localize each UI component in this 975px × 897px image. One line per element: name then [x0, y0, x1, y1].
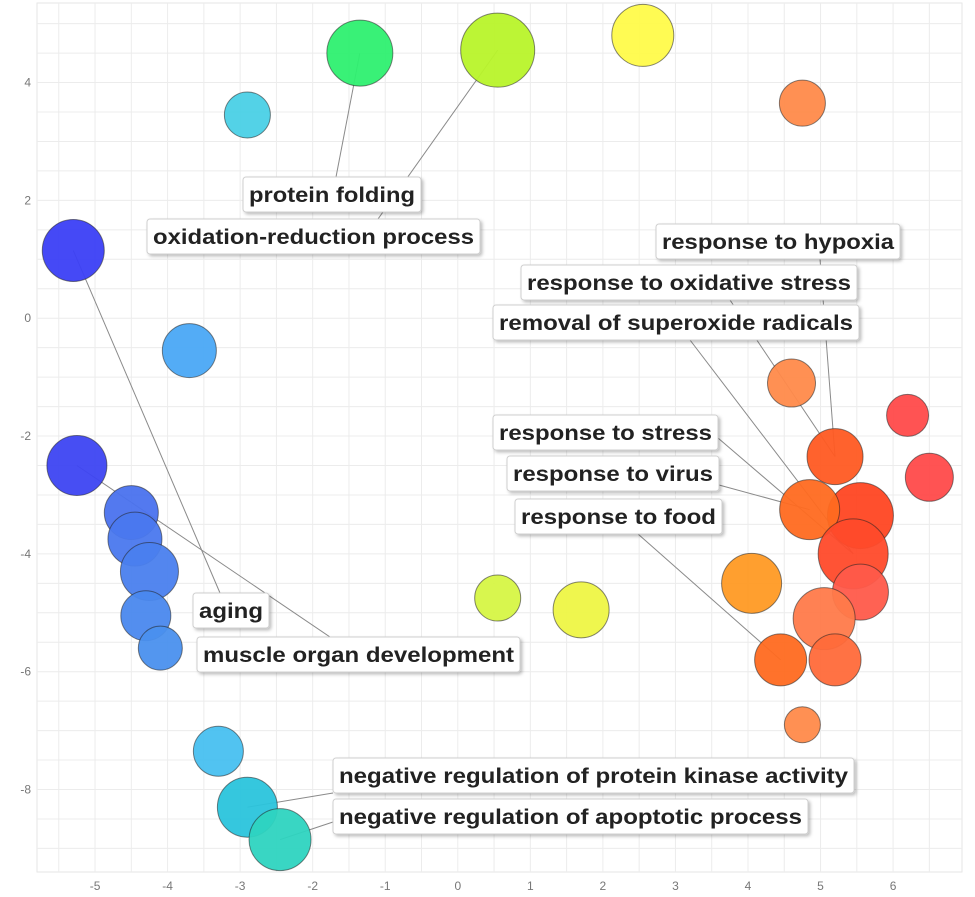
y-tick-label: -4 [20, 547, 31, 561]
annotation-label: protein folding [242, 176, 422, 213]
annotation-label-box [146, 218, 481, 255]
annotation-label-box [242, 176, 422, 213]
bubble [779, 479, 841, 541]
bubble [808, 633, 862, 687]
annotation-label: response to oxidative stress [520, 264, 858, 301]
annotation-label-box [492, 304, 860, 341]
annotation-label-text: response to virus [513, 463, 713, 486]
bubble [248, 808, 312, 872]
annotation-label-text: aging [199, 600, 263, 623]
annotation-label-text: muscle organ development [203, 644, 514, 667]
leader-line [637, 533, 781, 661]
x-tick-label: 2 [600, 879, 607, 893]
annotation-label-box [514, 498, 723, 535]
bubble [46, 434, 108, 496]
bubble [754, 633, 808, 687]
annotation-label-text: removal of superoxide radicals [499, 312, 853, 335]
annotation-label-box [192, 592, 270, 629]
bubble [886, 393, 930, 437]
bubble [721, 552, 783, 614]
annotation-label: response to hypoxia [655, 223, 901, 260]
annotation-label-text: response to food [521, 506, 716, 529]
x-tick-label: -2 [307, 879, 318, 893]
annotation-label-text: response to oxidative stress [527, 272, 851, 295]
bubble [161, 323, 217, 379]
annotation-label-box [332, 798, 809, 835]
bubble [783, 706, 821, 744]
y-tick-label: 0 [24, 311, 31, 325]
annotation-label-text: response to hypoxia [662, 231, 894, 254]
y-tick-label: 2 [24, 193, 31, 207]
annotation-label: negative regulation of apoptotic process [332, 798, 809, 835]
annotation-label: muscle organ development [196, 636, 521, 673]
annotation-label: response to food [514, 498, 723, 535]
bubble [223, 91, 271, 139]
x-tick-label: 3 [672, 879, 679, 893]
annotation-label: response to virus [506, 455, 720, 492]
x-tick-label: -5 [90, 879, 101, 893]
annotation-label-box [520, 264, 858, 301]
annotation-label: aging [192, 592, 270, 629]
annotation-label: negative regulation of protein kinase ac… [332, 757, 855, 794]
annotation-label-box [332, 757, 855, 794]
x-tick-label: 0 [454, 879, 461, 893]
annotation-label-text: negative regulation of apoptotic process [339, 806, 802, 829]
bubble [460, 12, 536, 88]
bubble [552, 581, 610, 639]
bubble [474, 574, 522, 622]
annotation-label: removal of superoxide radicals [492, 304, 860, 341]
bubble [767, 358, 817, 408]
annotation-label-box [492, 414, 719, 451]
bubble [904, 452, 954, 502]
annotation-label: response to stress [492, 414, 719, 451]
x-tick-label: 6 [890, 879, 897, 893]
annotation-label-box [506, 455, 720, 492]
bubble [778, 79, 826, 127]
y-tick-label: -2 [20, 429, 31, 443]
annotation-label-box [655, 223, 901, 260]
annotation-labels: protein folding oxidation-reduction proce… [146, 176, 901, 835]
y-tick-label: -8 [20, 783, 31, 797]
x-tick-label: -3 [235, 879, 246, 893]
annotation-label-text: response to stress [499, 422, 712, 445]
bubble [41, 218, 105, 282]
bubbles [41, 3, 954, 872]
x-tick-label: 1 [527, 879, 534, 893]
bubble [806, 428, 864, 486]
x-tick-label: -1 [380, 879, 391, 893]
annotation-label-box [196, 636, 521, 673]
bubble [611, 3, 675, 67]
y-tick-label: -6 [20, 665, 31, 679]
bubble [326, 19, 394, 87]
y-tick-label: 4 [24, 76, 31, 90]
annotation-label-text: protein folding [249, 184, 415, 207]
axis-tick-labels: -5 -4 -3 -2 -1 0 1 2 3 4 5 6 4 2 0 -2 -4 -6 -8 [20, 76, 896, 893]
x-tick-label: 4 [745, 879, 752, 893]
bubble [192, 725, 244, 777]
annotation-label-text: oxidation-reduction process [153, 226, 474, 249]
leader-line [72, 250, 221, 594]
annotation-label-text: negative regulation of protein kinase ac… [339, 765, 848, 788]
x-tick-label: 5 [817, 879, 824, 893]
annotation-label: oxidation-reduction process [146, 218, 481, 255]
bubble [137, 625, 183, 671]
x-tick-label: -4 [162, 879, 173, 893]
